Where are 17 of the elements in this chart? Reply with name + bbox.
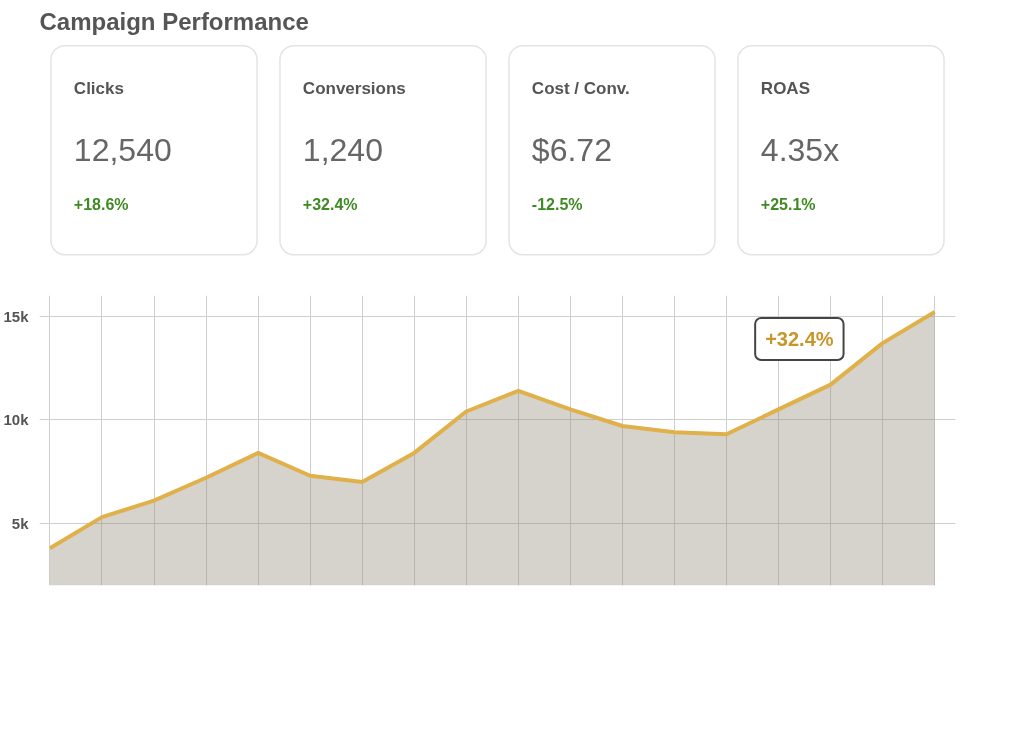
text: ROAS [760,79,810,99]
text: Clicks [73,79,124,99]
text: Conversions [302,79,406,99]
text: Campaign Performance [39,7,309,35]
text: $6.72 [531,132,612,169]
text: -12.5% [531,195,583,213]
text: +18.6% [73,195,129,213]
y-tick-label: 5k [11,514,30,532]
text: 12,540 [73,132,172,169]
text: +32.4% [302,195,358,213]
text: 4.35x [760,132,840,169]
text: 1,240 [302,132,383,169]
text: Cost / Conv. [531,79,630,99]
text: +25.1% [760,195,816,213]
annotation: +32.4% [765,328,834,350]
y-tick-label: 10k [3,411,30,429]
y-tick-label: 15k [3,307,30,325]
